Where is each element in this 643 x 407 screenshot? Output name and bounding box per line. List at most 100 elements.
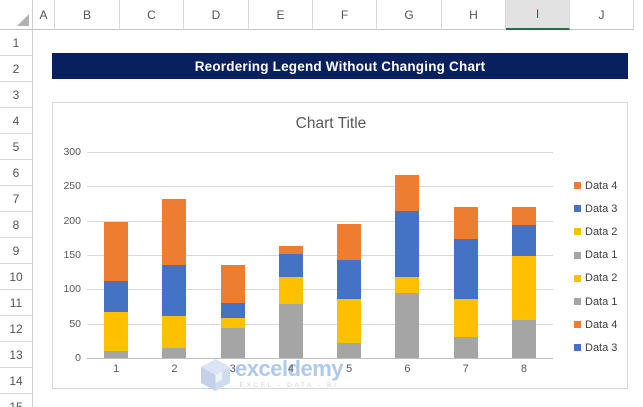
column-header-D[interactable]: D xyxy=(184,0,249,30)
bar-segment-data-4[interactable] xyxy=(162,198,187,265)
legend-swatch-icon xyxy=(574,182,581,189)
watermark: exceldemy EXCEL - DATA - BI xyxy=(200,356,344,391)
row-header-2[interactable]: 2 xyxy=(0,56,33,82)
column-header-B[interactable]: B xyxy=(55,0,120,30)
bar-segment-data-4[interactable] xyxy=(104,222,129,282)
row-header-5[interactable]: 5 xyxy=(0,134,33,160)
bar-segment-data-4[interactable] xyxy=(511,206,536,225)
exceldemy-logo-icon xyxy=(201,359,230,391)
legend-item[interactable]: Data 2 xyxy=(574,220,617,243)
legend-item[interactable]: Data 1 xyxy=(574,290,617,313)
row-header-10[interactable]: 10 xyxy=(0,264,33,290)
gridline xyxy=(87,186,553,188)
gridline xyxy=(87,323,553,325)
row-header-12[interactable]: 12 xyxy=(0,316,33,342)
x-axis-category-label: 5 xyxy=(346,363,353,375)
bar-segment-data-1[interactable] xyxy=(395,292,420,358)
bar-segment-data-1[interactable] xyxy=(511,320,536,358)
legend-label: Data 2 xyxy=(585,225,618,238)
legend-label: Data 3 xyxy=(585,341,618,354)
legend-label: Data 1 xyxy=(585,249,618,262)
column-header-H[interactable]: H xyxy=(442,0,506,30)
column-header-A[interactable]: A xyxy=(33,0,55,30)
column-header-E[interactable]: E xyxy=(249,0,313,30)
watermark-tagline: EXCEL - DATA - BI xyxy=(239,382,339,389)
row-header-8[interactable]: 8 xyxy=(0,212,33,238)
bar-segment-data-4[interactable] xyxy=(278,246,303,255)
x-axis-category-label: 1 xyxy=(113,363,120,375)
bar-segment-data-4[interactable] xyxy=(220,265,245,304)
column-header-C[interactable]: C xyxy=(120,0,184,30)
row-header-13[interactable]: 13 xyxy=(0,342,33,368)
bar-segment-data-2[interactable] xyxy=(162,316,187,349)
title-banner-cell[interactable]: Reordering Legend Without Changing Chart xyxy=(52,53,628,79)
legend-label: Data 4 xyxy=(585,318,618,331)
bar-segment-data-2[interactable] xyxy=(395,276,420,293)
column-header-I[interactable]: I xyxy=(506,0,570,30)
legend-swatch-icon xyxy=(574,251,581,259)
legend-item[interactable]: Data 2 xyxy=(574,267,617,290)
bar-segment-data-2[interactable] xyxy=(453,298,478,338)
bar-segment-data-4[interactable] xyxy=(395,174,420,212)
bar-segment-data-2[interactable] xyxy=(511,256,536,321)
column-header-F[interactable]: F xyxy=(313,0,377,30)
legend-item[interactable]: Data 3 xyxy=(574,336,617,359)
legend-item[interactable]: Data 3 xyxy=(574,197,617,220)
bar-segment-data-3[interactable] xyxy=(511,224,536,257)
legend-swatch-icon xyxy=(574,344,581,352)
bar-segment-data-3[interactable] xyxy=(104,281,129,312)
row-header-1[interactable]: 1 xyxy=(0,30,33,56)
row-header-9[interactable]: 9 xyxy=(0,238,33,264)
row-header-7[interactable]: 7 xyxy=(0,186,33,212)
legend-swatch-icon xyxy=(574,228,581,236)
bar-segment-data-1[interactable] xyxy=(104,351,129,358)
bar-segment-data-2[interactable] xyxy=(104,311,129,352)
banner-title: Reordering Legend Without Changing Chart xyxy=(194,58,486,74)
gridline xyxy=(87,152,553,153)
bar-segment-data-1[interactable] xyxy=(278,304,303,358)
bar-segment-data-3[interactable] xyxy=(453,239,478,299)
bar-segment-data-2[interactable] xyxy=(220,318,245,328)
legend-label: Data 3 xyxy=(585,202,618,215)
x-axis-category-label: 6 xyxy=(404,363,411,375)
y-axis-tick-label: 150 xyxy=(63,249,81,261)
y-axis-tick-label: 100 xyxy=(63,283,81,296)
bar-segment-data-2[interactable] xyxy=(278,276,303,305)
bar-segment-data-4[interactable] xyxy=(453,206,478,240)
bar-segment-data-2[interactable] xyxy=(337,298,362,343)
bar-segment-data-3[interactable] xyxy=(278,254,303,277)
bar-segment-data-4[interactable] xyxy=(337,224,362,261)
watermark-brand: exceldemy xyxy=(235,356,344,381)
x-axis-category-label: 7 xyxy=(462,363,469,375)
bar-segment-data-1[interactable] xyxy=(337,342,362,358)
legend-item[interactable]: Data 4 xyxy=(574,174,617,197)
bar-segment-data-1[interactable] xyxy=(220,327,245,358)
x-axis-line xyxy=(87,358,553,359)
bar-segment-data-3[interactable] xyxy=(162,264,187,317)
bar-segment-data-1[interactable] xyxy=(162,348,187,358)
gridline xyxy=(87,289,553,291)
bar-segment-data-3[interactable] xyxy=(395,211,420,277)
y-axis-tick-label: 50 xyxy=(69,317,81,330)
chart-title[interactable]: Chart Title xyxy=(295,115,367,132)
row-header-4[interactable]: 4 xyxy=(0,108,33,134)
row-header-11[interactable]: 11 xyxy=(0,290,33,316)
row-header-3[interactable]: 3 xyxy=(0,82,33,108)
row-header-6[interactable]: 6 xyxy=(0,160,33,186)
chart[interactable]: Chart Title 0 50 100 150 200 250 300 1 2 3 4 5 6 7 8 D… xyxy=(52,102,628,391)
select-all-corner[interactable] xyxy=(0,0,33,30)
gridline xyxy=(87,255,553,256)
y-axis-tick-label: 200 xyxy=(63,214,81,227)
bar-segment-data-3[interactable] xyxy=(220,303,245,319)
legend-label: Data 1 xyxy=(585,295,618,308)
y-axis-tick-label: 250 xyxy=(63,180,81,193)
row-header-15[interactable]: 15 xyxy=(0,394,33,407)
legend-item[interactable]: Data 1 xyxy=(574,244,617,267)
bar-segment-data-1[interactable] xyxy=(453,337,478,358)
bar-segment-data-3[interactable] xyxy=(337,260,362,299)
legend-item[interactable]: Data 4 xyxy=(574,313,617,336)
row-header-14[interactable]: 14 xyxy=(0,368,33,394)
column-header-G[interactable]: G xyxy=(377,0,442,30)
column-header-J[interactable]: J xyxy=(570,0,634,30)
